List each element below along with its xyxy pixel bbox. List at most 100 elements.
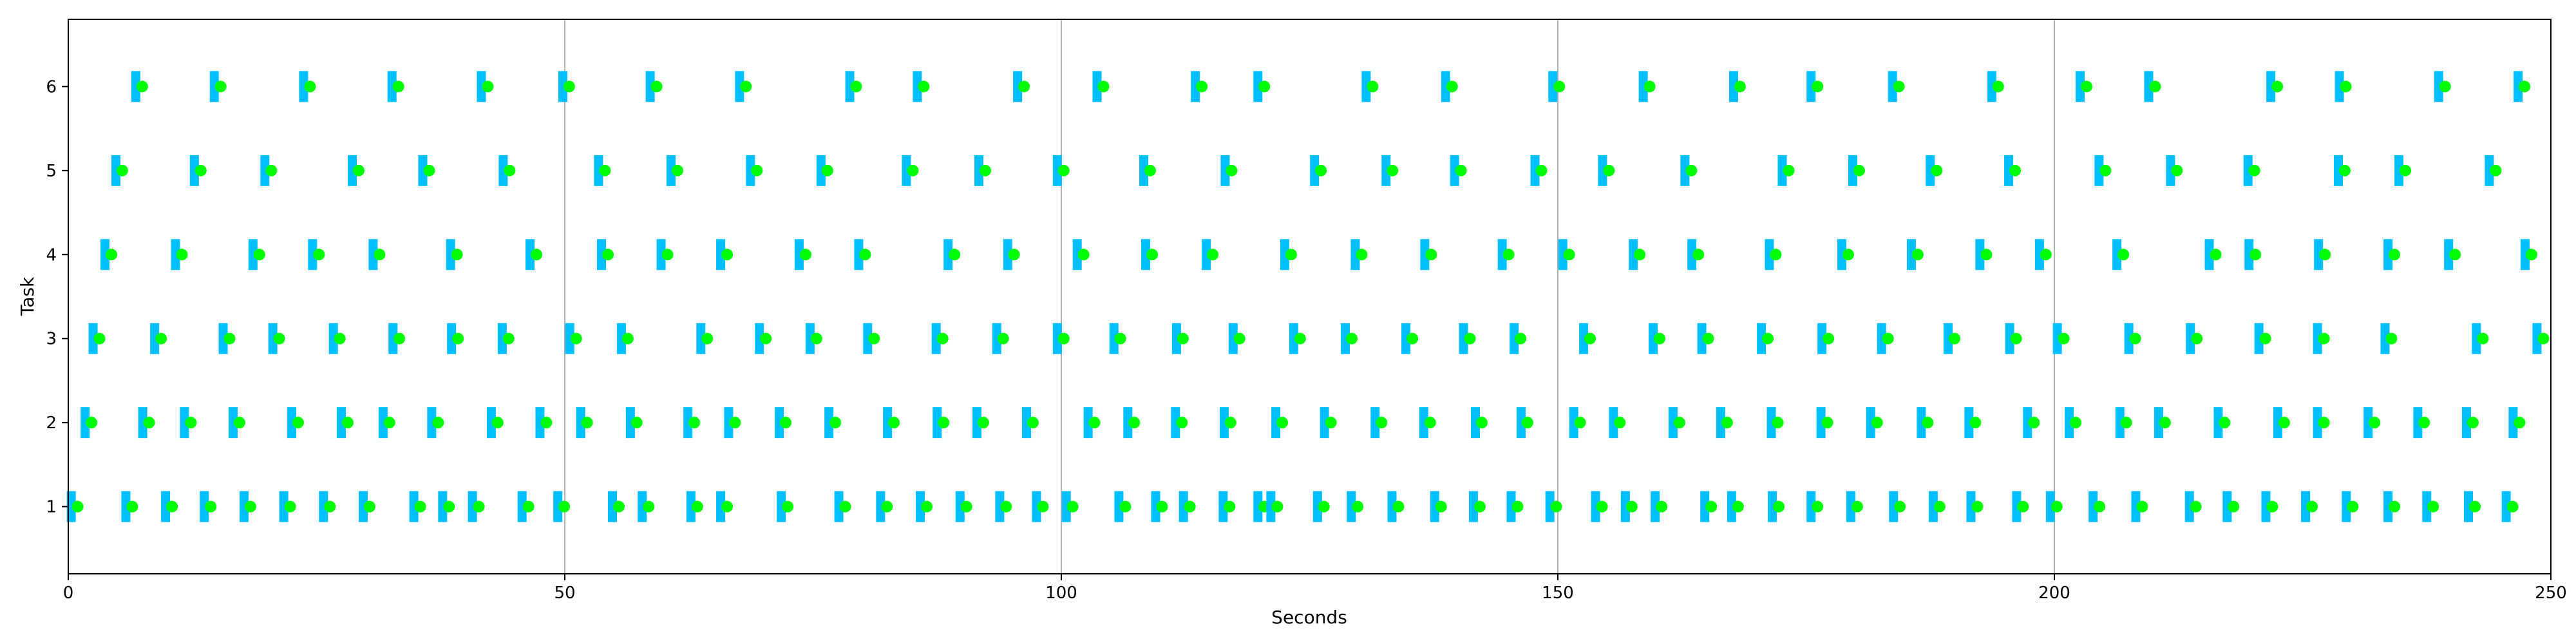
- event-bar: [1966, 491, 1976, 522]
- event-bar: [1727, 491, 1736, 522]
- event-point: [2159, 417, 2171, 429]
- event-bar: [724, 407, 734, 439]
- event-point: [2010, 332, 2022, 345]
- event-point: [2278, 417, 2290, 429]
- event-bar: [1569, 407, 1578, 439]
- event-point: [2389, 500, 2401, 513]
- event-point: [143, 417, 155, 429]
- event-bar: [2222, 491, 2232, 522]
- event-bar: [2184, 491, 2194, 522]
- x-tick-label: 200: [2038, 583, 2070, 603]
- event-point: [1057, 332, 1070, 345]
- event-point: [721, 249, 734, 261]
- event-point: [581, 417, 593, 429]
- event-point: [540, 417, 553, 429]
- event-point: [205, 500, 217, 513]
- event-bar: [348, 155, 357, 186]
- event-bar: [2023, 407, 2032, 439]
- event-point: [443, 500, 455, 513]
- event-bar: [933, 407, 942, 439]
- event-point: [1911, 249, 1924, 261]
- event-point: [214, 80, 227, 93]
- event-bar: [2313, 323, 2322, 354]
- event-bar: [2485, 155, 2494, 186]
- event-point: [2149, 80, 2161, 93]
- event-bar: [2383, 239, 2393, 270]
- event-point: [1812, 500, 1824, 513]
- event-point: [2219, 417, 2231, 429]
- event-bar: [1591, 491, 1600, 522]
- event-bar: [2334, 71, 2344, 102]
- y-axis-ticks: 1 2 3 4 5 6: [46, 77, 68, 517]
- event-point: [621, 332, 634, 345]
- event-point: [1315, 164, 1327, 176]
- event-bar: [2034, 239, 2044, 270]
- event-bar: [1420, 239, 1430, 270]
- event-bar: [594, 155, 603, 186]
- event-bar: [1700, 491, 1710, 522]
- event-bar: [2472, 323, 2481, 354]
- event-point: [1584, 332, 1596, 345]
- event-point: [1521, 417, 1533, 429]
- event-bar: [565, 323, 574, 354]
- event-bar: [576, 407, 585, 439]
- event-point: [701, 332, 714, 345]
- event-bar: [656, 239, 666, 270]
- event-point: [1654, 332, 1666, 345]
- event-point: [1128, 417, 1141, 429]
- event-bar: [378, 407, 388, 439]
- event-point: [821, 164, 833, 176]
- event-bar: [1765, 239, 1774, 270]
- event-bar: [1716, 407, 1725, 439]
- event-point: [1673, 417, 1685, 429]
- event-point: [1285, 249, 1297, 261]
- event-point: [1184, 500, 1196, 513]
- event-point: [2094, 500, 2106, 513]
- event-bar: [260, 155, 270, 186]
- event-bar: [1052, 155, 1062, 186]
- event-bar: [1866, 407, 1875, 439]
- event-bar: [955, 491, 965, 522]
- event-bar: [1109, 323, 1119, 354]
- y-tick-label: 2: [46, 413, 57, 433]
- event-bar: [337, 407, 346, 439]
- event-point: [2525, 249, 2537, 261]
- event-point: [1980, 249, 1993, 261]
- event-bar: [1083, 407, 1093, 439]
- event-point: [1535, 164, 1548, 176]
- event-bar: [100, 239, 110, 270]
- event-bar: [845, 71, 855, 102]
- event-bar: [755, 323, 764, 354]
- event-point: [1882, 332, 1894, 345]
- event-bar: [1271, 407, 1281, 439]
- event-bar: [824, 407, 834, 439]
- event-point: [691, 500, 703, 513]
- event-point: [868, 332, 880, 345]
- event-bar: [2508, 407, 2518, 439]
- event-point: [1018, 80, 1030, 93]
- event-point: [502, 332, 515, 345]
- y-tick-label: 3: [46, 330, 57, 349]
- event-point: [1922, 417, 1934, 429]
- event-point: [383, 417, 395, 429]
- event-point: [563, 80, 575, 93]
- event-bar: [1638, 71, 1648, 102]
- event-bar: [438, 491, 448, 522]
- event-bar: [131, 71, 140, 102]
- event-bar: [2342, 491, 2351, 522]
- event-point: [106, 249, 118, 261]
- event-point: [531, 249, 543, 261]
- event-bar: [1253, 491, 1263, 522]
- event-point: [1773, 500, 1785, 513]
- event-bar: [1768, 491, 1777, 522]
- event-bar: [1530, 155, 1540, 186]
- event-bar: [1441, 71, 1450, 102]
- event-bar: [2112, 239, 2122, 270]
- event-point: [1464, 332, 1476, 345]
- event-bar: [2520, 239, 2530, 270]
- event-bar: [2131, 491, 2141, 522]
- event-bar: [535, 407, 545, 439]
- event-bar: [1964, 407, 1974, 439]
- event-point: [432, 417, 444, 429]
- event-point: [721, 500, 734, 513]
